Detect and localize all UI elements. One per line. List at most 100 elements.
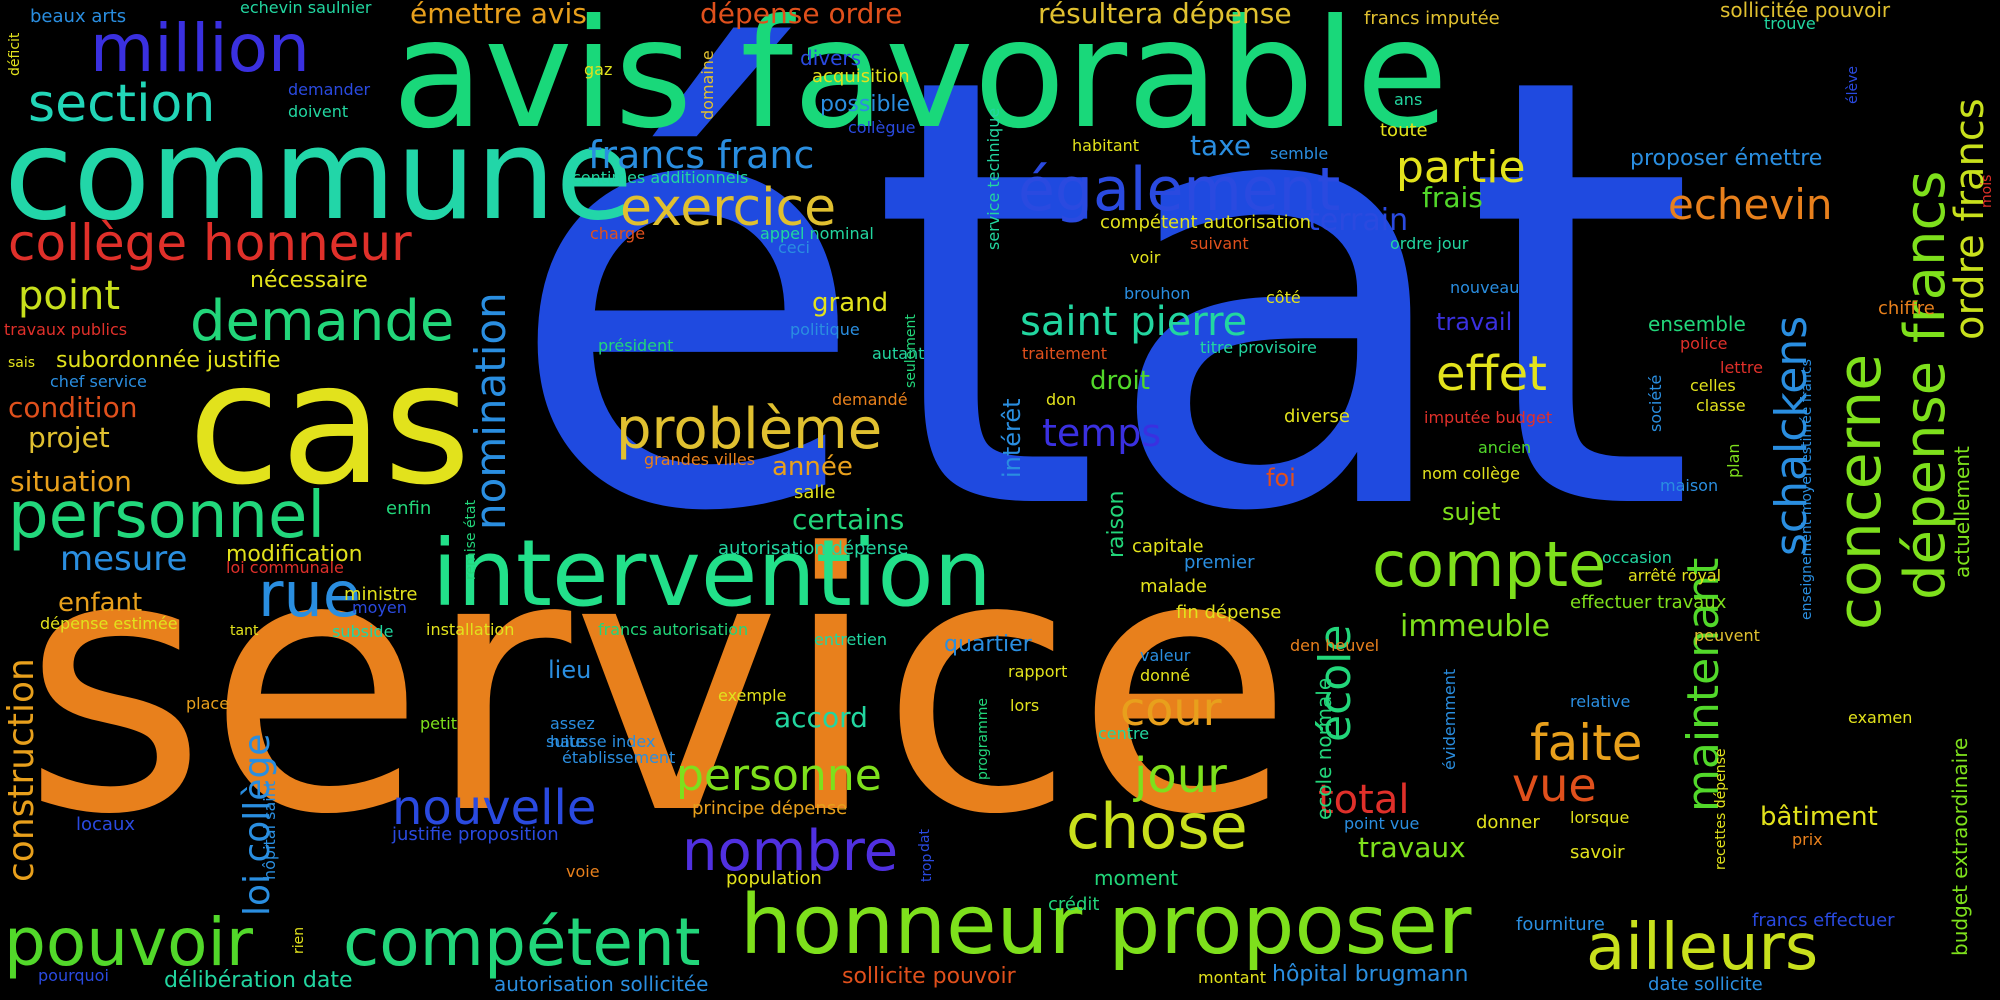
word: hôpital saint bbox=[260, 780, 279, 880]
word: plan bbox=[1724, 443, 1743, 478]
word: certains bbox=[792, 503, 905, 536]
word: nécessaire bbox=[250, 268, 368, 293]
word: compétent bbox=[343, 904, 701, 981]
word: francs autorisation bbox=[598, 620, 749, 639]
word: sollicite pouvoir bbox=[842, 964, 1016, 989]
word: demander bbox=[288, 80, 371, 99]
word: service technique bbox=[984, 107, 1003, 250]
word: section bbox=[28, 74, 216, 134]
word: partie bbox=[1396, 142, 1526, 193]
word: titre provisoire bbox=[1200, 338, 1317, 357]
word: appel nominal bbox=[760, 224, 874, 243]
word: travaux bbox=[1358, 831, 1466, 864]
word: programme bbox=[975, 697, 991, 780]
word: problème bbox=[616, 397, 883, 462]
word: occasion bbox=[1602, 548, 1672, 567]
word: dépense francs bbox=[1893, 170, 1958, 600]
word: nouvelle bbox=[392, 780, 597, 836]
word: divers bbox=[800, 46, 862, 70]
word: population bbox=[726, 868, 822, 889]
word: subordonnée justifie bbox=[56, 348, 281, 373]
word: accord bbox=[774, 701, 868, 734]
word: suite bbox=[546, 732, 586, 751]
word: frais bbox=[1422, 181, 1483, 214]
word: ailleurs bbox=[1586, 911, 1819, 985]
word: imputée budget bbox=[1424, 408, 1553, 427]
word: nombre bbox=[682, 819, 899, 884]
word: installation bbox=[426, 620, 515, 639]
word: budget extraordinaire bbox=[1948, 737, 1972, 956]
word: principe dépense bbox=[692, 798, 848, 819]
word: savoir bbox=[1570, 842, 1625, 863]
word: lieu bbox=[548, 656, 592, 684]
word: enseignement moyen estimée francs bbox=[1799, 359, 1815, 620]
word: nouveau bbox=[1450, 278, 1520, 297]
word: honneur proposer bbox=[740, 878, 1472, 973]
word: collègue bbox=[848, 118, 916, 137]
word: fin dépense bbox=[1176, 602, 1282, 623]
word: voir bbox=[1130, 248, 1161, 267]
word: seulement bbox=[903, 314, 919, 388]
word: brouhon bbox=[1124, 284, 1191, 303]
word: proposer émettre bbox=[1630, 146, 1823, 171]
word: voie bbox=[566, 862, 600, 881]
word: chiffre bbox=[1878, 298, 1935, 319]
word: demande bbox=[190, 289, 455, 354]
word: faite bbox=[1530, 714, 1643, 772]
word: total bbox=[1318, 777, 1410, 823]
word: travail bbox=[1436, 308, 1513, 336]
word: centimes additionnels bbox=[572, 168, 749, 187]
word: traitement bbox=[1022, 344, 1108, 363]
word: valeur bbox=[1140, 646, 1191, 665]
word: année bbox=[772, 452, 853, 482]
word: lorsque bbox=[1570, 808, 1630, 827]
word: assez bbox=[550, 714, 595, 733]
word: don bbox=[1046, 390, 1077, 409]
word: enfin bbox=[386, 498, 432, 519]
word: ans bbox=[1394, 90, 1423, 109]
word: million bbox=[90, 10, 310, 87]
word: rapport bbox=[1008, 662, 1068, 681]
word: émettre avis bbox=[410, 0, 587, 30]
word: grandes villes bbox=[644, 450, 756, 469]
word: possible bbox=[820, 92, 911, 117]
word: justifie proposition bbox=[392, 824, 559, 845]
word: francs imputée bbox=[1364, 8, 1500, 29]
word: délibération date bbox=[164, 968, 353, 993]
word: compte bbox=[1372, 528, 1607, 601]
word: dépense estimée bbox=[40, 614, 178, 633]
word: pourquoi bbox=[38, 966, 109, 985]
word: ministre bbox=[344, 584, 418, 605]
word: également bbox=[1018, 155, 1341, 225]
word: droit bbox=[1090, 366, 1150, 396]
word: classe bbox=[1696, 396, 1746, 415]
word: mesure bbox=[60, 539, 188, 579]
word: intérêt bbox=[998, 398, 1026, 478]
word: intervention bbox=[432, 520, 992, 627]
word: donner bbox=[1476, 812, 1540, 833]
word: sais bbox=[8, 355, 36, 371]
word: projet bbox=[28, 421, 110, 454]
word: président bbox=[598, 336, 674, 355]
word: capitale bbox=[1132, 536, 1204, 557]
word: place bbox=[186, 694, 230, 713]
word: trouve bbox=[1764, 14, 1816, 33]
word: ceci bbox=[778, 238, 810, 257]
word: enfant bbox=[58, 588, 143, 618]
word: exercice bbox=[620, 178, 837, 238]
word: autorisation sollicitée bbox=[494, 972, 709, 996]
word: premier bbox=[1184, 552, 1255, 573]
word: crédit bbox=[1048, 894, 1100, 915]
word: locaux bbox=[76, 814, 136, 835]
word: semble bbox=[1270, 144, 1329, 163]
word: actuellement bbox=[1950, 446, 1974, 578]
word: cas bbox=[188, 326, 471, 522]
word: côté bbox=[1266, 288, 1301, 307]
word: den heuvel bbox=[1290, 636, 1380, 655]
word: toute bbox=[1380, 120, 1428, 141]
word: ordre jour bbox=[1390, 234, 1469, 253]
word: commune bbox=[4, 101, 634, 248]
word: vue bbox=[1512, 758, 1597, 812]
word: point vue bbox=[1344, 814, 1420, 833]
